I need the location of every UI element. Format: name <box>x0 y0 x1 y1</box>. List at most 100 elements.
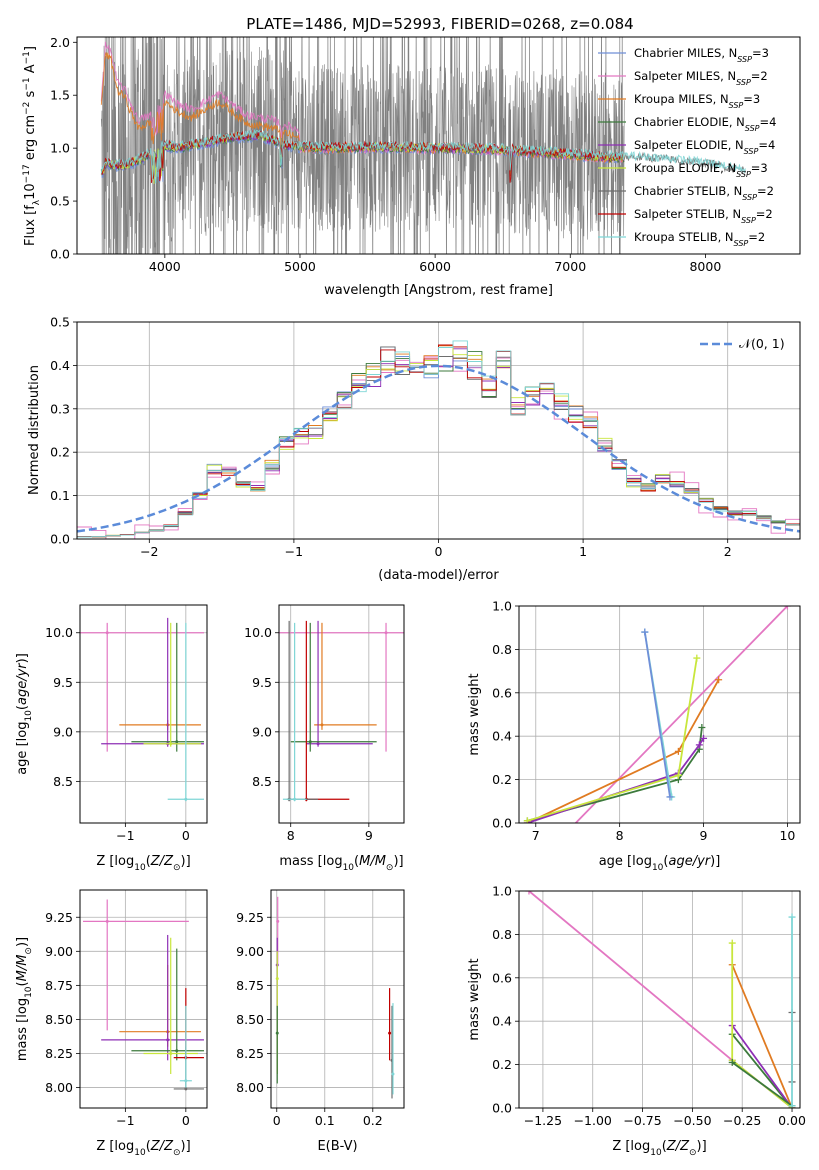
x-tick-label: 7000 <box>554 259 586 274</box>
y-tick-label: 9.25 <box>45 910 73 925</box>
panel-mass_vs_Z: −1 0 8.00 8.25 8.50 8.75 9.00 9.25 Z [log10(Z/Z⊙… <box>15 889 208 1158</box>
legend-label: Kroupa ELODIE, NSSP=3 <box>634 161 768 179</box>
observed-spectrum <box>101 37 625 254</box>
y-tick-label: 8.25 <box>45 1046 73 1061</box>
axes-frame <box>278 604 405 824</box>
y-tick-label: 9.5 <box>53 675 73 690</box>
weight-marker <box>562 830 569 837</box>
data-point <box>184 1087 188 1091</box>
axis-label: Flux [fλ10−17 erg cm−2 s−1 A−1] <box>22 46 42 246</box>
histogram-step-8 <box>77 340 800 538</box>
y-tick-label: 8.00 <box>45 1080 73 1095</box>
weight-marker <box>700 734 708 742</box>
y-tick-label: 0.0 <box>50 247 70 262</box>
plot-area-spectrum <box>100 37 747 254</box>
y-tick-label: 0.6 <box>492 970 512 985</box>
x-tick-label: 7 <box>532 828 540 843</box>
weight-marker <box>666 793 674 801</box>
x-tick-label: 0 <box>273 1113 281 1128</box>
data-point <box>169 742 173 746</box>
x-tick-label: −1.25 <box>524 1113 562 1128</box>
y-tick-label: 0.5 <box>50 315 70 330</box>
axis-label: age [log10(age/yr)] <box>599 854 721 873</box>
legend-label: Salpeter ELODIE, NSSP=4 <box>634 138 775 156</box>
x-tick-label: 10 <box>779 828 795 843</box>
weight-marker <box>715 676 723 684</box>
data-point <box>275 977 279 981</box>
plot-area-mass_weight_vs_Z <box>519 891 800 1108</box>
y-tick-label: 0.2 <box>492 772 512 787</box>
y-tick-label: 9.0 <box>53 724 73 739</box>
weight-marker <box>728 939 736 947</box>
model-spectrum-8 <box>100 129 746 184</box>
weight-marker <box>525 891 533 895</box>
y-tick-label: 0.2 <box>492 1057 512 1072</box>
data-point <box>275 1031 279 1035</box>
x-tick-label: −1.00 <box>574 1113 612 1128</box>
x-tick-label: 6000 <box>419 259 451 274</box>
x-axis-label: wavelength [Angstrom, rest frame] <box>324 283 553 298</box>
weight-marker <box>695 741 703 749</box>
y-tick-label: 8.5 <box>252 774 272 789</box>
legend-label: Salpeter MILES, NSSP=2 <box>634 69 768 87</box>
x-tick-label: 8000 <box>689 259 721 274</box>
y-tick-label: 8.75 <box>236 978 264 993</box>
y-tick-label: 0.1 <box>50 488 70 503</box>
x-tick-label: 8 <box>287 828 295 843</box>
weight-marker <box>641 628 649 636</box>
x-tick-label: −0.50 <box>673 1113 711 1128</box>
y-tick-label: 0.5 <box>50 194 70 209</box>
y-tick-label: 1.0 <box>492 884 512 899</box>
y-axis-label: mass weight <box>467 673 482 755</box>
weight-marker <box>728 1058 736 1066</box>
weight-marker <box>693 654 701 662</box>
x-tick-label: 0 <box>182 828 190 843</box>
x-tick-label: −1 <box>285 544 303 559</box>
y-tick-label: 8.00 <box>236 1080 264 1095</box>
y-tick-label: 9.5 <box>252 675 272 690</box>
plot-area-residuals <box>77 322 800 539</box>
axis-label: E(B-V) <box>317 1139 357 1154</box>
y-tick-label: 1.5 <box>50 88 70 103</box>
x-tick-label: 0.2 <box>363 1113 383 1128</box>
y-tick-label: 1.0 <box>50 141 70 156</box>
x-tick-label: 9 <box>365 828 373 843</box>
data-point <box>320 723 324 727</box>
axes-frame <box>76 36 801 255</box>
y-tick-label: 10.0 <box>45 625 73 640</box>
y-tick-label: 0.0 <box>50 532 70 547</box>
legend: Chabrier MILES, NSSP=3 Salpeter MILES, NS… <box>598 46 776 248</box>
axes-frame <box>79 604 208 824</box>
data-point <box>175 1049 179 1053</box>
x-tick-label: 1 <box>579 544 587 559</box>
x-tick-label: 0.1 <box>315 1113 335 1128</box>
figure-title: PLATE=1486, MJD=52993, FIBERID=0268, z=0… <box>246 15 633 33</box>
axes-frame <box>518 605 801 824</box>
data-point <box>105 631 109 635</box>
y-tick-label: 9.00 <box>236 944 264 959</box>
legend-label: Chabrier STELIB, NSSP=2 <box>634 184 774 202</box>
x-axis-label: (data-model)/error <box>378 568 499 583</box>
y-tick-label: 1.0 <box>492 599 512 614</box>
data-point <box>308 740 312 744</box>
weight-marker <box>674 747 682 755</box>
weight-series-1 <box>731 964 793 1108</box>
y-tick-label: 8.50 <box>236 1012 264 1027</box>
data-point <box>293 797 297 801</box>
weight-series-3 <box>731 1024 793 1108</box>
axis-label: Z [log10(Z/Z⊙)] <box>612 1139 706 1158</box>
weight-marker <box>674 771 682 779</box>
x-tick-label: 9 <box>700 828 708 843</box>
axis-label: Z [log10(Z/Z⊙)] <box>96 1139 190 1158</box>
data-point <box>391 1072 395 1076</box>
panel-mass_vs_ebv: 0 0.1 0.2 8.00 8.25 8.50 8.75 9.00 9.25 E(B-V) <box>236 889 405 1154</box>
y-tick-label: 0.4 <box>492 1014 512 1029</box>
y-tick-label: 8.50 <box>45 1012 73 1027</box>
legend-label: Kroupa MILES, NSSP=3 <box>634 92 760 110</box>
data-point <box>184 797 188 801</box>
x-tick-label: −1 <box>116 1113 134 1128</box>
gaussian-curve <box>77 364 800 533</box>
legend-label: Kroupa STELIB, NSSP=2 <box>634 230 765 248</box>
y-axis-label: Normed distribution <box>27 365 42 495</box>
plot-area-age_vs_Z <box>80 605 207 823</box>
